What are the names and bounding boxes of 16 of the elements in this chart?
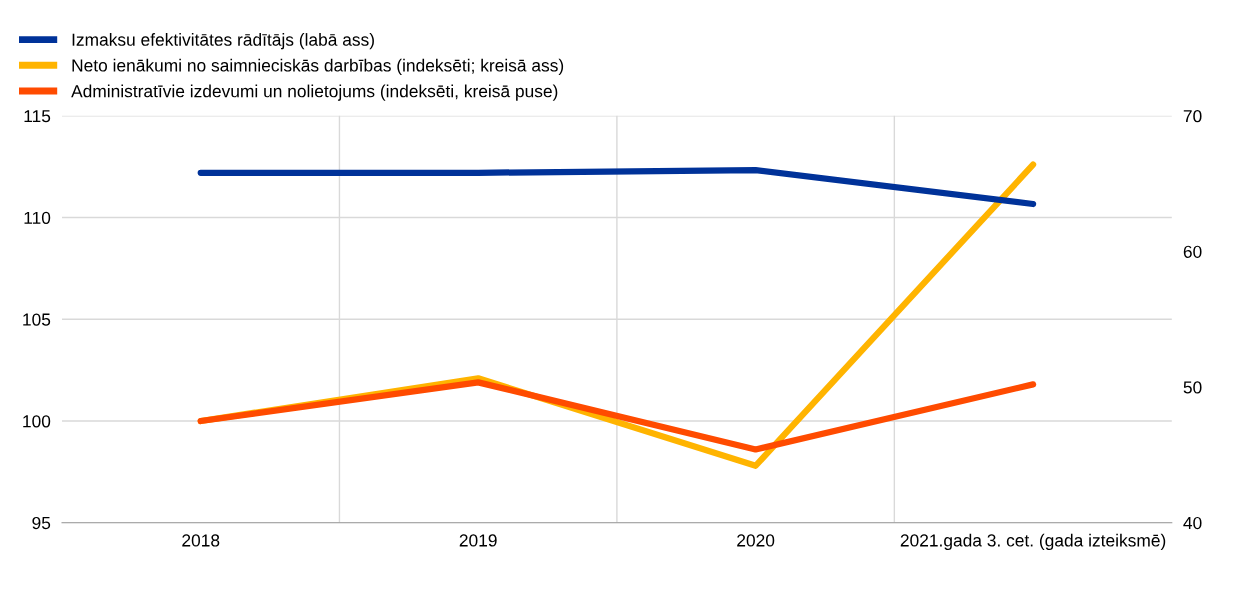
x-tick-label: 2021.gada 3. cet. (gada izteiksmē) xyxy=(900,533,1166,551)
legend-label: Neto ienākumi no saimnieciskās darbības (indeksēti; kreisā ass) xyxy=(72,58,564,76)
x-tick-label: 2020 xyxy=(737,534,775,547)
y2-tick-label: 70 xyxy=(1183,110,1202,123)
legend-label: Izmaksu efektivitātes rādītājs (labā ass) xyxy=(72,33,374,50)
y-tick-label: 100 xyxy=(23,415,51,428)
y2-tick-label: 40 xyxy=(1183,516,1202,530)
y-tick-label: 105 xyxy=(23,313,51,326)
y-tick-label: 95 xyxy=(32,516,51,530)
y2-tick-label: 50 xyxy=(1183,381,1202,394)
x-tick-label: 2018 xyxy=(182,534,220,547)
x-tick-label: 2019 xyxy=(459,534,497,547)
y-tick-label: 115 xyxy=(24,110,51,123)
y-tick-label: 110 xyxy=(24,211,51,225)
y2-tick-label: 60 xyxy=(1183,245,1202,258)
legend-label: Administratīvie izdevumi un nolietojums (indeksēti, kreisā puse) xyxy=(71,84,558,101)
